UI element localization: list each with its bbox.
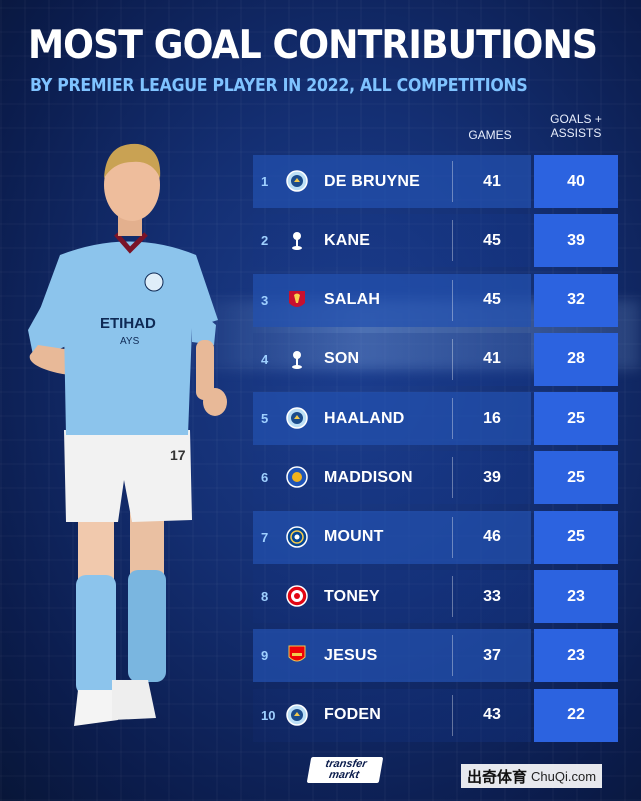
- table-row: 9 JESUS 37 23: [253, 629, 618, 683]
- player-name: DE BRUYNE: [324, 172, 421, 190]
- row-divider: [452, 457, 453, 499]
- goals-assists-header-line1: GOALS +: [550, 112, 602, 126]
- row-divider: [452, 576, 453, 618]
- rank-number: 6: [261, 470, 269, 486]
- rank-number: 2: [261, 233, 269, 249]
- row-divider: [452, 220, 453, 262]
- player-name: KANE: [324, 231, 371, 249]
- goals-assists-header-line2: ASSISTS: [550, 126, 602, 140]
- games-column-header: GAMES: [468, 128, 512, 142]
- table-row: 8 TONEY 33 23: [253, 570, 618, 624]
- row-divider: [452, 161, 453, 202]
- player-name: FODEN: [324, 706, 381, 724]
- logo-line2: markt: [328, 769, 361, 781]
- site-watermark: 出奇体育 ChuQi.com: [461, 764, 603, 788]
- row-divider: [452, 635, 453, 677]
- rank-number: 1: [261, 174, 269, 189]
- games-value: 33: [483, 587, 501, 605]
- player-name: HAALAND: [324, 409, 405, 427]
- goals-assists-value: 40: [534, 155, 618, 208]
- games-value: 41: [483, 172, 501, 190]
- goals-assists-value: 22: [534, 688, 618, 742]
- row-divider: [452, 516, 453, 558]
- games-value: 45: [483, 291, 501, 309]
- leicester-icon: [285, 465, 309, 489]
- tottenham-icon: [285, 228, 309, 252]
- rank-number: 4: [261, 351, 269, 367]
- chelsea-icon: [285, 525, 309, 549]
- transfermarkt-logo: transfer markt: [306, 757, 384, 783]
- goals-assists-value: 23: [534, 570, 618, 624]
- games-value: 37: [483, 646, 501, 664]
- table-row: 5 HAALAND 16 25: [253, 392, 618, 446]
- arsenal-icon: [285, 643, 309, 667]
- table-row: 3 SALAH 45 32: [253, 273, 618, 327]
- table-row: 1 DE BRUYNE 41 40: [253, 155, 618, 208]
- ranking-table: 1 DE BRUYNE 41 40 2 KANE 45 39 3 SALAH 4…: [253, 155, 618, 748]
- shorts-number: 17: [170, 447, 186, 463]
- table-row: 7 MOUNT 46 25: [253, 510, 618, 564]
- tottenham-icon: [285, 347, 309, 371]
- row-background: [253, 332, 531, 386]
- games-value: 46: [483, 528, 501, 546]
- rank-number: 9: [261, 648, 269, 664]
- player-name: SON: [324, 350, 360, 368]
- goals-assists-value: 23: [534, 629, 618, 683]
- goals-assists-value: 39: [534, 214, 618, 268]
- watermark-brand: 出奇体育: [467, 768, 528, 786]
- rank-number: 7: [261, 529, 269, 545]
- goals-assists-value: 25: [534, 451, 618, 505]
- row-divider: [452, 694, 453, 736]
- player-name: JESUS: [324, 646, 378, 664]
- shirt-sponsor: ETIHAD: [100, 315, 156, 332]
- goals-assists-value: 25: [534, 392, 618, 446]
- row-divider: [452, 338, 453, 380]
- player-figure: 17 ETIHAD AYS: [28, 143, 227, 726]
- player-name: TONEY: [324, 587, 380, 605]
- games-value: 41: [483, 350, 501, 368]
- goals-assists-column-header: GOALS + ASSISTS: [536, 112, 616, 140]
- row-divider: [452, 279, 453, 321]
- rank-number: 5: [261, 411, 269, 427]
- games-value: 16: [483, 409, 501, 427]
- shirt-sponsor-line2: AYS: [120, 336, 140, 347]
- games-value: 39: [483, 468, 501, 486]
- goals-assists-value: 32: [534, 273, 618, 327]
- infographic-subtitle: BY PREMIER LEAGUE PLAYER IN 2022, ALL CO…: [30, 76, 528, 96]
- goals-assists-value: 25: [534, 510, 618, 564]
- table-row: 4 SON 41 28: [253, 332, 618, 386]
- player-name: MOUNT: [324, 528, 384, 546]
- infographic-title: MOST GOAL CONTRIBUTIONS: [28, 23, 598, 68]
- games-value: 43: [483, 706, 501, 724]
- man-city-icon: [285, 703, 309, 727]
- rank-number: 8: [261, 589, 269, 605]
- player-name: SALAH: [324, 291, 381, 309]
- man-city-icon: [285, 169, 309, 193]
- table-row: 2 KANE 45 39: [253, 214, 618, 268]
- watermark-site: ChuQi.com: [531, 768, 597, 784]
- man-city-icon: [285, 406, 309, 430]
- table-row: 10 FODEN 43 22: [253, 688, 618, 742]
- games-value: 45: [483, 231, 501, 249]
- goals-assists-value: 28: [534, 332, 618, 386]
- table-row: 6 MADDISON 39 25: [253, 451, 618, 505]
- rank-number: 3: [261, 292, 269, 308]
- rank-number: 10: [261, 707, 276, 723]
- row-divider: [452, 398, 453, 440]
- brentford-icon: [285, 584, 309, 608]
- row-background: [253, 214, 531, 268]
- player-name: MADDISON: [324, 468, 413, 486]
- liverpool-icon: [285, 288, 309, 312]
